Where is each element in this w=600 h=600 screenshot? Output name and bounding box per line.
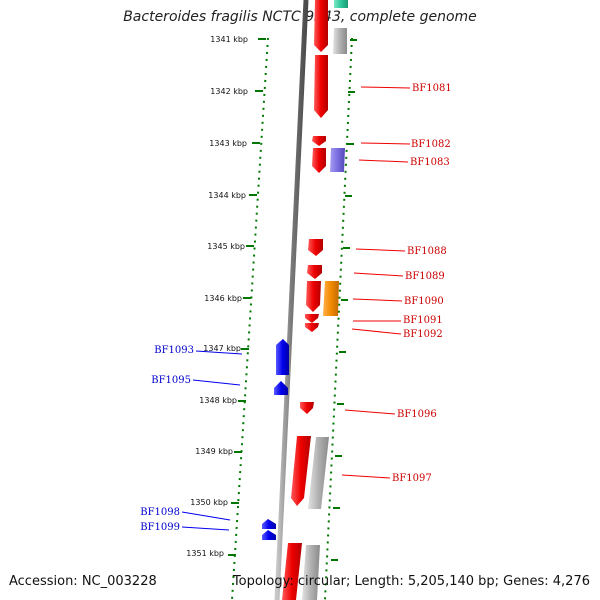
gene-label[interactable]: BF1082 [411,139,451,150]
tick-label: 1344 kbp [208,191,246,200]
gene-label[interactable]: BF1083 [410,157,450,168]
gene-arrow[interactable] [262,519,276,529]
gene-arrow[interactable] [308,239,323,256]
reverse-leader-lines [181,350,243,531]
gene-label[interactable]: BF1081 [412,83,452,94]
gene-label[interactable]: BF1099 [140,522,180,533]
forward-gene-labels: BF1081 BF1082 BF1083 BF1088 BF1089 BF109… [392,83,452,484]
tick-label: 1341 kbp [210,35,248,44]
right-tick-marks [331,39,357,561]
tick-label: 1350 kbp [190,498,228,507]
gene-label[interactable]: BF1088 [407,246,447,257]
gene-arrow[interactable] [314,55,328,118]
gray-feature [333,28,347,54]
tick-label: 1343 kbp [209,139,247,148]
gene-arrow[interactable] [307,265,322,279]
gene-label[interactable]: BF1090 [404,296,444,307]
reverse-gene-labels: BF1093 BF1095 BF1098 BF1099 [140,345,194,533]
gene-label[interactable]: BF1098 [140,507,180,518]
tick-label: 1351 kbp [186,549,224,558]
tick-label: 1342 kbp [210,87,248,96]
tick-label: 1347 kbp [203,344,241,353]
forward-genes [282,0,328,600]
tick-label: 1345 kbp [207,242,245,251]
forward-leader-lines [341,86,411,479]
gene-label[interactable]: BF1093 [154,345,194,356]
accession-text: Accession: NC_003228 [9,574,157,589]
gene-label[interactable]: BF1089 [405,271,445,282]
tick-label: 1348 kbp [199,396,237,405]
purple-feature [330,148,345,172]
topology-text: Topology: circular; Length: 5,205,140 bp… [232,574,590,589]
gene-arrow[interactable] [291,436,311,506]
gene-arrow[interactable] [274,381,288,395]
teal-feature [334,0,348,8]
gray-feature [308,437,329,509]
gene-arrow[interactable] [276,339,289,375]
gene-label[interactable]: BF1097 [392,473,432,484]
gene-arrow[interactable] [305,314,319,323]
gene-label[interactable]: BF1091 [403,315,443,326]
gene-arrow[interactable] [282,543,302,600]
genome-backbone [274,0,309,600]
gene-arrow[interactable] [262,530,276,540]
left-tick-marks [228,38,266,556]
gene-label[interactable]: BF1096 [397,409,437,420]
gene-arrow[interactable] [312,148,326,173]
pseudo-features [302,0,348,600]
tick-label: 1349 kbp [195,447,233,456]
gene-label[interactable]: BF1092 [403,329,443,340]
gray-feature [302,545,320,600]
orange-feature [323,281,339,316]
page-title: Bacteroides fragilis NCTC 9343, complete… [123,9,477,25]
gene-arrow[interactable] [305,323,319,332]
gene-label[interactable]: BF1095 [151,375,191,386]
gene-arrow[interactable] [314,0,328,52]
gene-arrow[interactable] [312,136,326,146]
tick-labels: 1341 kbp 1342 kbp 1343 kbp 1344 kbp 1345… [186,35,248,558]
left-dotted-track [231,37,269,600]
gene-arrow[interactable] [306,281,321,312]
right-dotted-track [324,37,353,600]
tick-label: 1346 kbp [204,294,242,303]
gene-arrow[interactable] [300,402,314,414]
reverse-genes [262,339,289,540]
